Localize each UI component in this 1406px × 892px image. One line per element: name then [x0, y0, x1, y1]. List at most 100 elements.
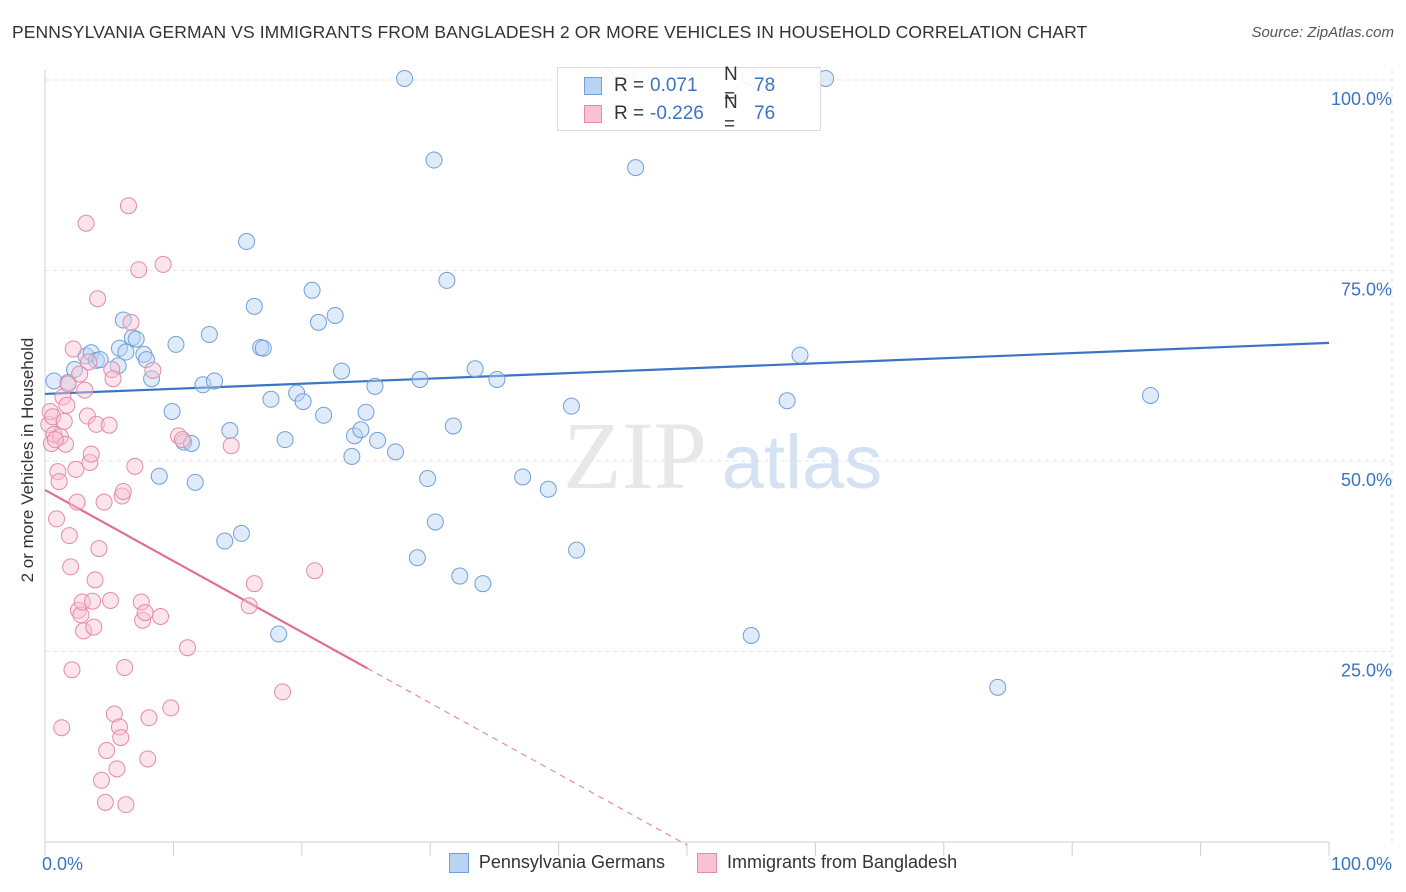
data-point	[474, 575, 492, 593]
x-tick-label: 100.0%	[1331, 854, 1392, 874]
data-point	[117, 343, 135, 361]
data-point	[127, 330, 145, 348]
data-point	[276, 431, 294, 449]
data-point	[562, 397, 580, 415]
data-point	[444, 417, 462, 435]
data-point	[45, 425, 63, 443]
data-point	[69, 601, 87, 619]
data-point	[294, 393, 312, 411]
data-point	[53, 719, 71, 737]
data-point	[50, 473, 68, 491]
data-point	[254, 339, 272, 357]
data-point	[306, 562, 324, 580]
data-point	[116, 659, 134, 677]
legend-r-label: R =	[614, 103, 645, 124]
data-point	[108, 760, 126, 778]
trend-line	[44, 341, 1330, 396]
legend-n-label: N =	[724, 92, 738, 135]
legend-n-label: N =	[724, 64, 738, 107]
legend-row-immigrants-bangladesh: R = -0.226 N = 76	[584, 92, 776, 135]
data-point	[45, 372, 63, 390]
data-point	[57, 435, 75, 453]
data-point	[84, 592, 102, 610]
data-point	[345, 427, 363, 445]
watermark-zip: ZIP	[563, 402, 707, 509]
data-point	[136, 604, 154, 622]
data-point	[48, 510, 66, 528]
data-point	[144, 361, 162, 379]
data-point	[60, 527, 78, 545]
data-point	[1142, 386, 1160, 404]
data-point	[425, 151, 443, 169]
data-point	[80, 353, 98, 371]
data-point	[173, 431, 191, 449]
series-legend: Pennsylvania Germans Immigrants from Ban…	[0, 852, 1406, 873]
data-point	[55, 412, 73, 430]
data-point	[103, 361, 121, 379]
data-point	[205, 372, 223, 390]
series-legend-item-pennsylvania-germans: Pennsylvania Germans	[448, 852, 665, 873]
series-legend-item-immigrants-bangladesh: Immigrants from Bangladesh	[696, 852, 957, 873]
data-point	[778, 392, 796, 410]
data-point	[240, 597, 258, 615]
data-point	[77, 214, 95, 232]
y-tick-label: 75.0%	[1341, 280, 1392, 300]
source-label: Source: ZipAtlas.com	[1251, 24, 1394, 41]
series-name: Pennsylvania Germans	[478, 852, 665, 872]
data-point	[100, 416, 118, 434]
data-point	[122, 313, 140, 331]
data-point	[352, 421, 370, 439]
data-point	[132, 593, 150, 611]
data-point	[98, 742, 116, 760]
legend-swatch-blue	[584, 77, 602, 95]
data-point	[288, 384, 306, 402]
data-point	[245, 575, 263, 593]
data-point	[369, 431, 387, 449]
legend-swatch-pink	[584, 105, 602, 123]
data-point	[514, 468, 532, 486]
data-point	[408, 549, 426, 567]
data-point	[309, 313, 327, 331]
data-point	[101, 591, 119, 609]
data-point	[86, 571, 104, 589]
data-point	[232, 524, 250, 542]
series-points	[40, 197, 324, 814]
legend-r-value: -0.226	[650, 103, 704, 124]
data-point	[216, 532, 234, 550]
chart-title: PENNSYLVANIA GERMAN VS IMMIGRANTS FROM B…	[12, 22, 1088, 42]
data-point	[186, 473, 204, 491]
data-point	[119, 197, 137, 215]
y-tick-label: 100.0%	[1331, 89, 1392, 109]
series-swatch-pink	[696, 852, 717, 873]
series-swatch-blue	[448, 852, 469, 873]
data-point	[419, 470, 437, 488]
data-point	[112, 729, 130, 747]
data-point	[140, 709, 158, 727]
x-tick-label: 0.0%	[42, 854, 83, 874]
data-point	[67, 460, 85, 478]
data-point	[262, 390, 280, 408]
tick-labels: 25.0% 50.0% 75.0% 100.0% 0.0% 100.0%	[42, 89, 1392, 874]
legend-n-value: 76	[754, 103, 776, 124]
legend-row-pennsylvania-germans: R = 0.071 N = 78	[584, 64, 776, 107]
legend-n-value: 78	[754, 75, 776, 96]
data-point	[366, 377, 384, 395]
data-point	[221, 422, 239, 440]
data-point	[137, 351, 155, 369]
data-point	[568, 541, 586, 559]
data-point	[66, 361, 84, 379]
data-point	[76, 381, 94, 399]
data-point	[85, 618, 103, 636]
data-point	[87, 415, 105, 433]
watermark-atlas: atlas	[722, 420, 883, 505]
data-points	[40, 68, 1160, 814]
trend-line-extension	[366, 667, 688, 846]
data-point	[539, 480, 557, 498]
data-point	[82, 445, 100, 463]
data-point	[114, 482, 132, 500]
data-point	[154, 255, 172, 273]
data-point	[274, 683, 292, 701]
data-point	[222, 437, 240, 455]
y-axis-label: 2 or more Vehicles in Household	[18, 337, 37, 583]
data-point	[152, 607, 170, 625]
